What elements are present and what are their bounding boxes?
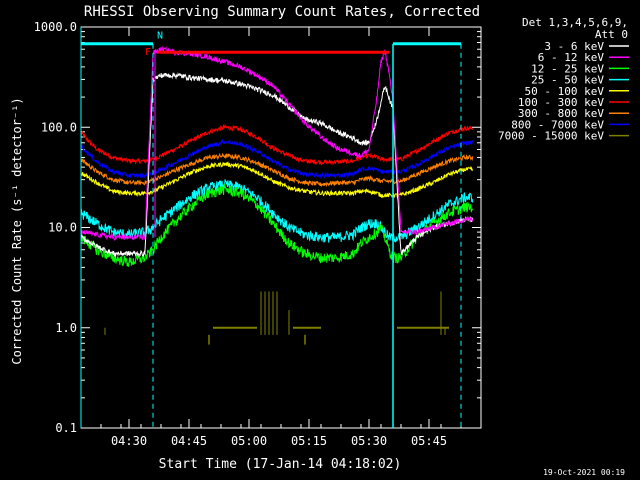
y-axis-label: Corrected Count Rate (s⁻¹ detector⁻¹) bbox=[10, 97, 24, 364]
x-tick-label: 04:30 bbox=[111, 434, 147, 448]
legend-entry-label: 800 - 7000 keV bbox=[511, 118, 604, 131]
x-tick-label: 05:15 bbox=[291, 434, 327, 448]
legend-entry-label: 7000 - 15000 keV bbox=[498, 130, 604, 143]
y-tick-label: 1000.0 bbox=[34, 20, 77, 34]
y-tick-label: 10.0 bbox=[48, 221, 77, 235]
series-line bbox=[80, 45, 474, 241]
x-tick-label: 04:45 bbox=[171, 434, 207, 448]
legend-entry-label: 300 - 800 keV bbox=[518, 107, 604, 120]
legend-header-line: Det 1,3,4,5,6,9, bbox=[522, 16, 628, 29]
footer-timestamp: 19-Oct-2021 00:19 bbox=[543, 468, 625, 477]
x-axis-label: Start Time (17-Jan-14 04:18:02) bbox=[159, 457, 402, 472]
legend-entry-label: 50 - 100 keV bbox=[525, 85, 605, 98]
chart-title: RHESSI Observing Summary Count Rates, Co… bbox=[84, 4, 480, 20]
legend-entry-label: 6 - 12 keV bbox=[538, 51, 605, 64]
x-tick-label: 05:30 bbox=[351, 434, 387, 448]
y-tick-label: 1.0 bbox=[55, 321, 77, 335]
series-line bbox=[80, 72, 474, 258]
legend-entry-label: 12 - 25 keV bbox=[531, 62, 604, 75]
series-line bbox=[80, 152, 474, 188]
series-line bbox=[80, 138, 474, 180]
series-line bbox=[80, 123, 474, 167]
flare-flag-label: F bbox=[145, 47, 151, 58]
x-tick-label: 05:45 bbox=[411, 434, 447, 448]
y-tick-label: 0.1 bbox=[55, 421, 77, 435]
series-line bbox=[80, 161, 474, 199]
legend-header-line: Att 0 bbox=[595, 28, 628, 41]
y-tick-label: 100.0 bbox=[41, 120, 77, 134]
legend-entry-label: 3 - 6 keV bbox=[544, 40, 604, 53]
legend-entry-label: 100 - 300 keV bbox=[518, 96, 604, 109]
legend-entry-label: 25 - 50 keV bbox=[531, 74, 604, 87]
night-flag-label: N bbox=[157, 31, 163, 42]
x-tick-label: 05:00 bbox=[231, 434, 267, 448]
plot-area: 1000.0 100.0 10.0 1.0 0.1 04:30 04:45 05:00 05:1… bbox=[34, 20, 482, 448]
